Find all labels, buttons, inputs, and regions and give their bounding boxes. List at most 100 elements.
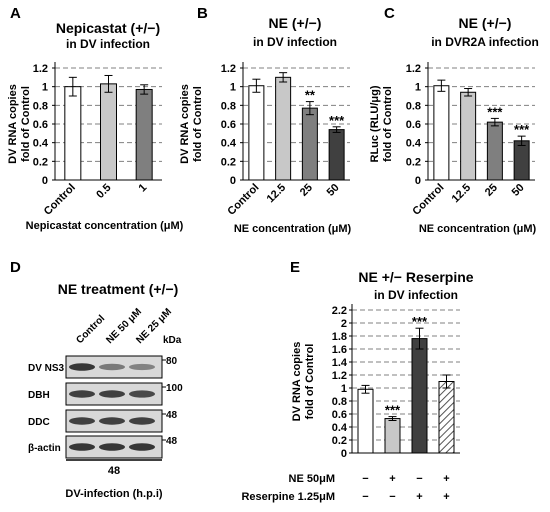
x-axis-label: Nepicastat concentration (μM) [26,220,184,232]
blot-band [129,443,155,451]
bar [135,88,153,181]
blot-row-label: β-actin [28,443,61,454]
bar [513,140,530,181]
x-tick-label: 12.5 [265,182,289,206]
y-tick-label: 1.2 [33,63,48,75]
condition-sign: + [443,491,449,503]
bar [438,381,455,454]
y-axis-label: DV RNA copies [179,84,191,164]
y-tick-label: 2.2 [332,305,347,317]
y-tick-label: 0.4 [33,138,49,150]
chart-title: NE (+/−) [459,15,512,31]
y-tick-label: 1.2 [332,370,347,382]
y-tick-label: 0.6 [406,119,421,131]
y-tick-label: 1.8 [332,331,347,343]
chart-a: Nepicastat (+/−)in DV infection DV RNA co… [7,20,184,232]
blot-marker-label: 100 [166,383,183,394]
western-blot: NE treatment (+/−) Control NE 50 μM NE 2… [28,281,183,500]
condition-sign: − [389,491,395,503]
y-tick-label: 0.8 [33,100,48,112]
y-axis-label: fold of Control [20,86,32,162]
blot-band [99,417,125,425]
blot-row-label: DV NS3 [28,363,65,374]
blot-band [99,363,125,371]
bar [328,129,345,181]
chart-subtitle: in DVR2A infection [431,35,539,49]
significance-label: *** [385,403,401,418]
y-axis-label: RLuc (RLU/μg) [369,85,381,162]
blot-band [129,417,155,425]
chart-title: Nepicastat (+/−) [56,20,160,36]
significance-label: *** [487,104,503,119]
panel-letter-c: C [384,5,395,22]
panel-letter-a: A [10,5,21,22]
x-tick-label: Control [42,182,78,218]
x-tick-label: 0.5 [94,182,113,201]
y-tick-label: 1 [341,383,347,395]
blot-timepoint: 48 [108,465,120,477]
y-tick-label: 0 [341,448,347,460]
x-tick-label: Control [410,182,446,218]
y-axis-label: fold of Control [382,86,394,162]
y-tick-label: 0.4 [406,138,422,150]
chart-e: NE +/− Reserpine in DV infection DV RNA co… [241,269,473,503]
y-axis-label: fold of Control [192,86,204,162]
condition-label: Reserpine 1.25μM [241,491,335,503]
blot-marker-label: 48 [166,410,178,421]
blot-band [69,390,95,398]
condition-sign: + [443,473,449,485]
blot-band [129,390,155,398]
y-tick-label: 1 [42,82,48,94]
x-tick-label: 12.5 [450,182,474,206]
x-axis-label: NE concentration (μM) [419,223,537,235]
bar [460,91,477,181]
y-tick-label: 0.2 [33,156,48,168]
x-tick-label: 1 [136,182,149,195]
significance-label: *** [412,314,428,329]
blot-band [129,363,155,371]
bar [433,85,450,181]
y-tick-label: 1.2 [406,63,421,75]
blot-row-label: DDC [28,417,50,428]
y-tick-label: 2 [341,318,347,330]
chart-c: NE (+/−) in DVR2A infection RLuc (RLU/μg) f… [369,15,539,235]
blot-lane-label: Control [74,313,107,346]
bar [411,338,428,454]
x-tick-label: 25 [298,182,315,199]
blot-band [99,443,125,451]
panel-letter-b: B [197,5,208,22]
bar [486,121,503,181]
chart-subtitle: in DV infection [374,288,458,302]
y-tick-label: 1 [230,82,236,94]
y-axis-label: fold of Control [304,344,316,420]
condition-sign: − [416,473,422,485]
blot-footer: DV-infection (h.p.i) [65,488,162,500]
bar [100,83,117,181]
panel-letter-e: E [290,259,300,276]
y-tick-label: 0.2 [406,156,421,168]
condition-label: NE 50μM [289,473,335,485]
y-tick-label: 0 [42,175,48,187]
x-axis-label: NE concentration (μM) [234,223,352,235]
bar [301,107,318,181]
y-tick-label: 0.6 [33,119,48,131]
blot-kda-label: kDa [163,335,182,346]
y-tick-label: 0.8 [332,396,347,408]
blot-band [69,417,95,425]
bar [357,388,374,454]
condition-sign: + [416,491,422,503]
y-tick-label: 0.8 [221,100,236,112]
blot-band [69,443,95,451]
chart-title: NE +/− Reserpine [358,269,473,285]
significance-label: *** [329,113,345,128]
condition-sign: − [362,491,368,503]
y-tick-label: 0.8 [406,100,421,112]
y-axis-label: DV RNA copies [291,342,303,422]
blot-title: NE treatment (+/−) [58,281,179,297]
bar [64,86,82,181]
y-tick-label: 1.6 [332,344,347,356]
y-tick-label: 1 [415,82,421,94]
y-tick-label: 0 [415,175,421,187]
y-tick-label: 0.6 [221,119,236,131]
y-tick-label: 0.6 [332,409,347,421]
